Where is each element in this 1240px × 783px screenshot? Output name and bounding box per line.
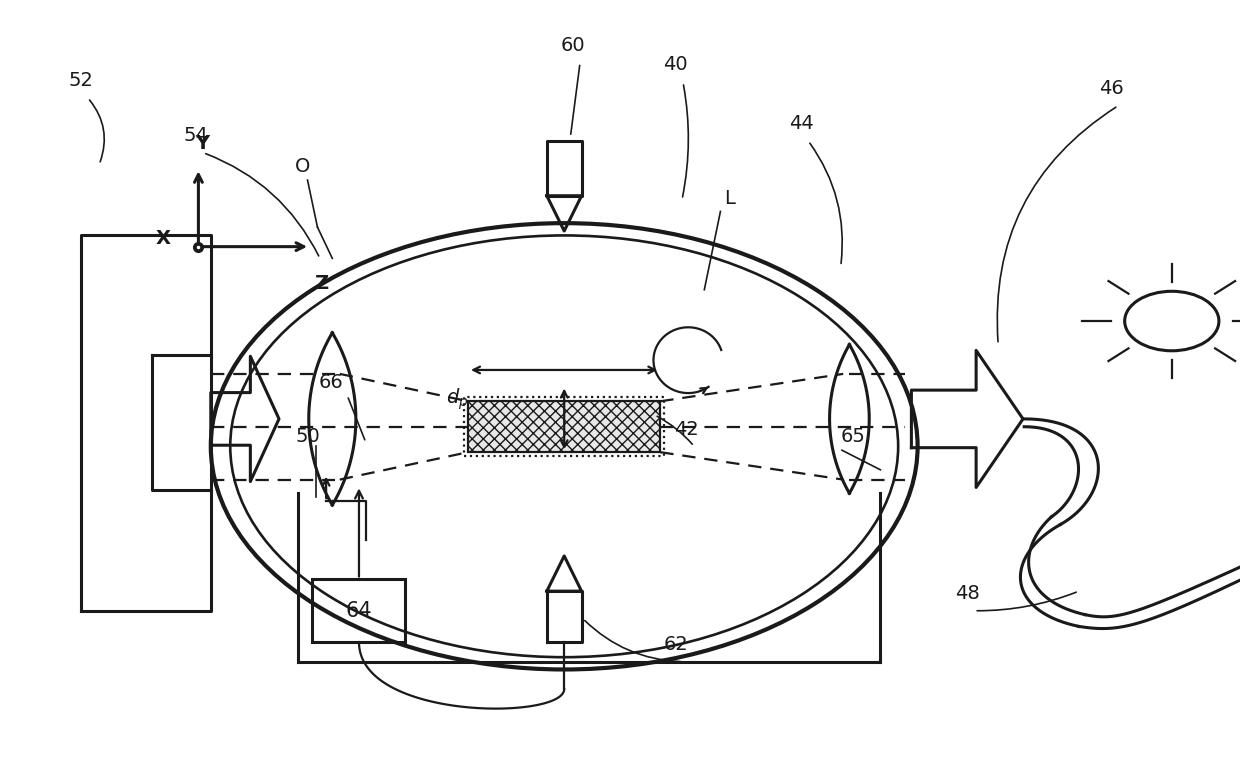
Text: 54: 54 [184, 126, 208, 145]
Bar [469, 401, 661, 452]
Text: O: O [295, 157, 310, 176]
Text: $d_p$: $d_p$ [446, 386, 469, 412]
Text: 50: 50 [295, 428, 320, 446]
Text: Y: Y [195, 134, 210, 153]
Text: 66: 66 [319, 373, 343, 392]
Text: 65: 65 [841, 428, 866, 446]
Bar [464, 397, 665, 456]
Text: 42: 42 [675, 420, 699, 438]
Bar [312, 579, 405, 642]
Text: 64: 64 [346, 601, 372, 621]
Text: 62: 62 [663, 635, 688, 654]
Text: 60: 60 [560, 36, 585, 55]
Text: 40: 40 [663, 56, 688, 74]
Text: 44: 44 [789, 114, 813, 133]
Text: Z: Z [314, 274, 329, 293]
Text: 48: 48 [955, 584, 980, 603]
Text: L: L [724, 189, 735, 207]
Text: 52: 52 [68, 71, 93, 90]
Text: X: X [156, 229, 171, 248]
Text: 46: 46 [1099, 79, 1123, 98]
